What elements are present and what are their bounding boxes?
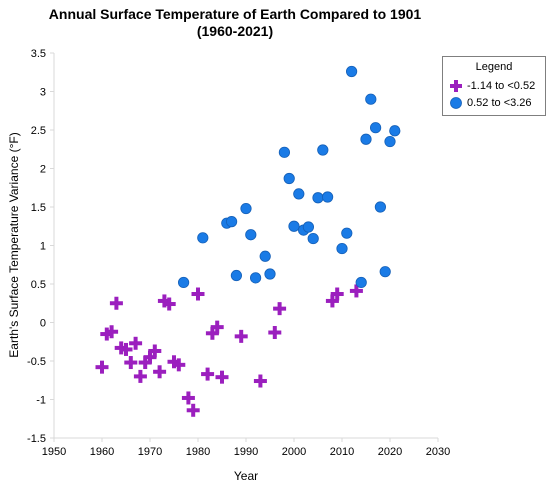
y-tick-label: -1 <box>36 395 46 407</box>
y-tick-label: 0.5 <box>31 279 46 291</box>
data-point-plus <box>124 356 138 370</box>
y-tick-label: 0 <box>40 318 46 330</box>
data-point-plus <box>157 294 171 308</box>
x-tick-label: 1990 <box>234 446 258 458</box>
data-point-circle <box>384 135 396 148</box>
chart-title: Annual Surface Temperature of Earth Comp… <box>48 6 422 22</box>
y-tick-label: 2 <box>40 164 46 176</box>
data-point-circle <box>321 191 334 203</box>
data-point-plus <box>210 320 224 334</box>
data-point-circle <box>302 221 314 233</box>
data-point-circle <box>360 133 372 145</box>
data-point-circle <box>369 122 382 134</box>
legend-item-series-2: 0.52 to <3.26 <box>449 96 532 110</box>
x-tick-label: 1970 <box>138 446 162 458</box>
data-point-circle <box>374 201 386 213</box>
data-point-circle <box>278 146 290 158</box>
data-point-circle <box>379 266 391 278</box>
data-point-plus <box>95 360 109 374</box>
data-point-plus <box>100 327 114 341</box>
legend-label-series-2: 0.52 to <3.26 <box>467 97 532 109</box>
data-point-plus <box>330 287 344 301</box>
data-point-circle <box>317 144 329 156</box>
x-tick-label: 1950 <box>42 446 66 458</box>
data-point-plus <box>133 369 147 383</box>
y-tick-label: -1.5 <box>27 433 46 445</box>
data-point-circle <box>250 272 262 284</box>
data-point-plus <box>273 302 287 316</box>
data-point-plus <box>201 367 215 381</box>
data-point-circle <box>230 269 242 282</box>
data-point-circle <box>197 232 209 244</box>
data-point-circle <box>355 276 367 289</box>
data-point-circle <box>288 220 300 232</box>
data-point-plus <box>109 296 123 310</box>
y-axis-label: Earth's Surface Temperature Variance (°F… <box>7 132 21 357</box>
data-point-circle <box>259 250 271 262</box>
y-tick-label: 2.5 <box>31 125 46 137</box>
data-point-circle <box>345 65 358 78</box>
data-point-plus <box>167 355 181 369</box>
data-point-plus <box>181 391 195 405</box>
data-point-plus <box>138 356 152 370</box>
data-point-circle <box>293 188 305 200</box>
legend-title: Legend <box>475 61 513 73</box>
y-tick-label: -0.5 <box>27 356 46 368</box>
data-point-circle <box>336 242 348 255</box>
data-point-plus <box>234 329 248 343</box>
plus-marker-icon <box>450 80 462 93</box>
legend: Legend -1.14 to <0.52 0.52 to <3.26 <box>442 56 546 116</box>
data-points <box>95 65 401 417</box>
data-point-circle <box>264 268 276 280</box>
y-tick-label: 3 <box>40 87 46 99</box>
data-point-plus <box>172 358 186 372</box>
legend-label-series-1: -1.14 to <0.52 <box>467 80 536 92</box>
data-point-circle <box>226 216 238 228</box>
data-point-circle <box>307 232 319 245</box>
legend-item-series-1: -1.14 to <0.52 <box>449 79 535 93</box>
data-point-plus <box>186 403 200 417</box>
y-tick-label: 1.5 <box>31 202 46 214</box>
data-point-plus <box>215 370 229 384</box>
data-point-plus <box>153 365 167 379</box>
y-tick-label: 1 <box>40 241 46 253</box>
x-tick-label: 2010 <box>330 446 354 458</box>
tick-labels: 1950 1960 1970 1980 1990 2000 2010 2020 2030 -1.5… <box>27 48 450 458</box>
y-tick-label: 3.5 <box>31 48 46 60</box>
data-point-circle <box>365 93 377 105</box>
data-point-plus <box>105 325 119 339</box>
data-point-plus <box>253 374 267 388</box>
chart-subtitle: (1960-2021) <box>196 23 274 39</box>
x-tick-label: 2030 <box>426 446 450 458</box>
data-point-plus <box>325 294 339 308</box>
axes <box>50 52 439 442</box>
data-point-plus <box>191 287 205 301</box>
data-point-circle <box>245 229 257 241</box>
data-point-plus <box>205 326 219 340</box>
x-tick-label: 2000 <box>282 446 306 458</box>
data-point-plus <box>349 284 363 298</box>
data-point-circle <box>312 192 324 204</box>
data-point-circle <box>283 172 295 185</box>
circle-marker-icon <box>450 97 462 109</box>
data-point-circle <box>341 227 353 239</box>
data-point-circle <box>389 125 401 137</box>
data-point-plus <box>268 326 282 340</box>
x-axis-label: Year <box>234 469 258 483</box>
x-tick-label: 2020 <box>378 446 402 458</box>
data-point-circle <box>240 202 252 215</box>
x-tick-label: 1960 <box>90 446 114 458</box>
data-point-plus <box>119 342 133 356</box>
data-point-plus <box>143 350 157 364</box>
data-point-plus <box>162 297 176 311</box>
data-point-plus <box>129 336 143 350</box>
data-point-plus <box>148 344 162 358</box>
x-tick-label: 1980 <box>186 446 210 458</box>
data-point-circle <box>178 276 190 289</box>
